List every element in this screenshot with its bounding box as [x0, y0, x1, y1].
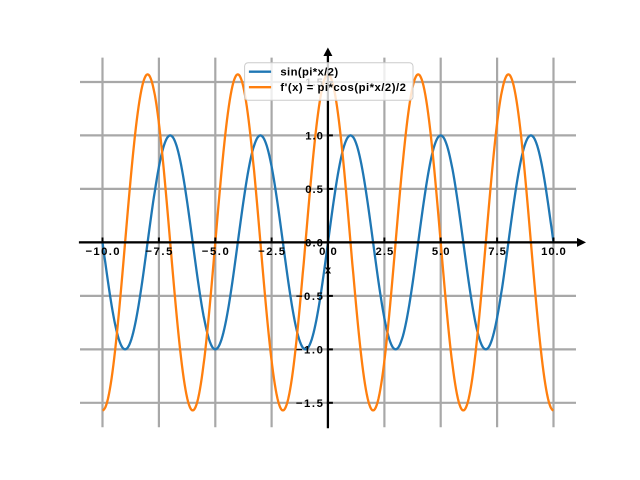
svg-text:−5.0: −5.0: [202, 246, 229, 258]
svg-text:−2.5: −2.5: [258, 246, 285, 258]
svg-text:0.0: 0.0: [319, 246, 337, 258]
svg-text:0.0: 0.0: [305, 237, 323, 249]
svg-text:2.5: 2.5: [376, 246, 394, 258]
svg-text:x: x: [325, 264, 332, 276]
svg-text:1.0: 1.0: [305, 130, 323, 142]
svg-text:0.5: 0.5: [305, 184, 323, 196]
svg-text:5.0: 5.0: [432, 246, 450, 258]
svg-text:7.5: 7.5: [488, 246, 506, 258]
svg-text:−1.5: −1.5: [296, 398, 323, 410]
svg-text:−10.0: −10.0: [85, 246, 119, 258]
svg-text:−7.5: −7.5: [145, 246, 172, 258]
svg-text:sin(pi*x/2): sin(pi*x/2): [280, 67, 338, 79]
svg-text:10.0: 10.0: [541, 246, 566, 258]
svg-text:−1.0: −1.0: [296, 344, 323, 356]
svg-text:−0.5: −0.5: [296, 291, 323, 303]
svg-text:f'(x) = pi*cos(pi*x/2)/2: f'(x) = pi*cos(pi*x/2)/2: [280, 82, 406, 94]
